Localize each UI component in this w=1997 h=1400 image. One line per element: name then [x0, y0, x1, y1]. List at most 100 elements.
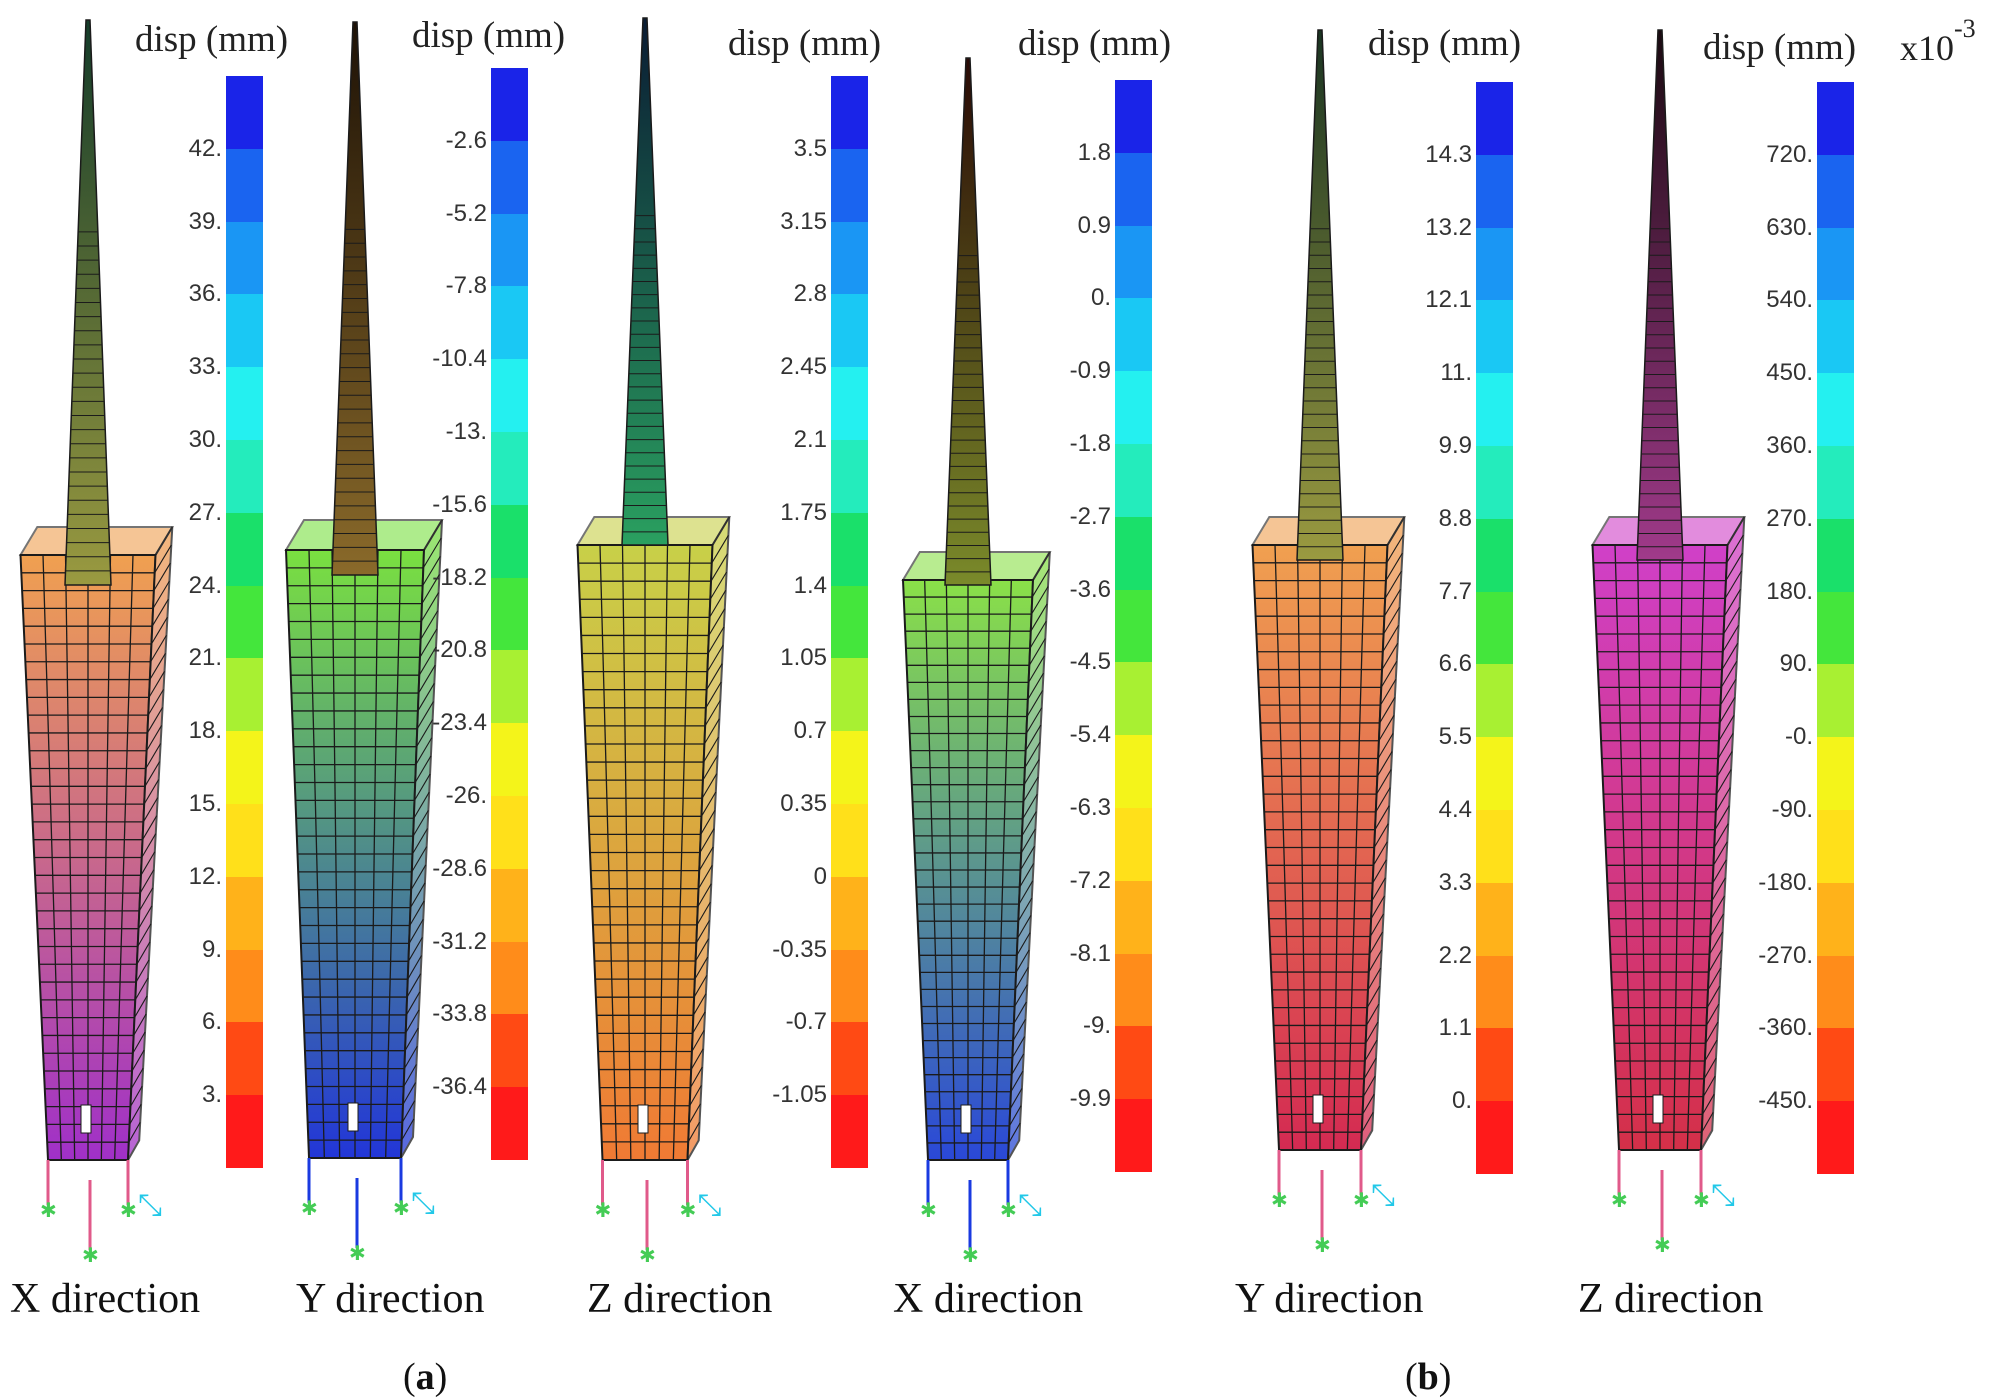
colorbar-segment — [831, 76, 868, 149]
floor-grid-line — [150, 616, 168, 645]
colorbar-tick-label: 1.75 — [780, 498, 827, 526]
colorbar-tick-label: 270. — [1766, 504, 1813, 532]
floor-grid-line — [1717, 733, 1734, 759]
colorbar-segment — [1115, 1026, 1152, 1100]
colorbar-tick-label: 0 — [813, 862, 827, 890]
colorbar-segment — [226, 731, 263, 804]
floor-grid-line — [702, 755, 719, 781]
colorbar-tick-label: 180. — [1766, 577, 1813, 605]
floor-grid-line — [1029, 620, 1047, 649]
floor-grid-line — [1031, 586, 1049, 615]
floor-grid-line — [1709, 913, 1725, 937]
colorbar-tick-label: 18. — [188, 717, 222, 745]
colorbar-segment — [1115, 1099, 1152, 1172]
colorbar-tick-label: 1.8 — [1077, 138, 1111, 166]
colorbar-tick-label: 630. — [1766, 213, 1813, 241]
colorbar-segment — [1817, 1101, 1854, 1174]
floor-grid-line — [1726, 534, 1744, 564]
floor-grid-line — [703, 718, 720, 745]
floor-grid-line — [1362, 1076, 1376, 1097]
floor-grid-line — [1372, 841, 1388, 866]
column-grid-line — [369, 549, 379, 1159]
support-marker: ✱ — [40, 1198, 57, 1222]
floor-grid-line — [1025, 724, 1042, 751]
colorbar-segment — [491, 577, 528, 651]
colorbar-segment — [1817, 664, 1854, 738]
floor-grid-line — [1702, 1094, 1715, 1115]
column-grid-line — [658, 544, 669, 1161]
floor-grid-line — [1364, 1039, 1378, 1062]
floor-grid-line — [1379, 697, 1396, 724]
colorbar-segment — [1476, 809, 1513, 883]
colorbar-segment — [226, 221, 263, 295]
floor-grid-line — [404, 1027, 419, 1051]
floor-grid-line — [704, 700, 721, 727]
colorbar-tick-label: 33. — [188, 353, 222, 381]
floor-grid-line — [1715, 787, 1731, 813]
colorbar-tick-label: -31.2 — [432, 927, 487, 955]
colorbar-segment — [1115, 953, 1152, 1027]
floor-grid-line — [689, 1066, 703, 1088]
colorbar-segment — [1115, 807, 1152, 881]
floor-grid-line — [1720, 679, 1737, 706]
floor-grid-line — [1712, 841, 1728, 866]
floor-grid-line — [409, 882, 426, 908]
colorbar-segment — [226, 658, 263, 732]
axis-triad-icon: ⤡ — [1018, 1188, 1042, 1223]
floor-grid-line — [1024, 742, 1041, 768]
floor-grid-line — [136, 941, 151, 965]
floor-grid-line — [1376, 769, 1392, 795]
support-marker: ✱ — [1611, 1188, 1628, 1212]
floor-grid-line — [1373, 823, 1389, 848]
colorbar-tick-label: 12. — [188, 862, 222, 890]
floor-grid-line — [1369, 931, 1384, 955]
colorbar-segment — [491, 1087, 528, 1160]
legend-title: disp (mm) — [1018, 23, 1172, 64]
colorbar-b-y — [1476, 82, 1513, 1174]
floor-grid-line — [1027, 672, 1044, 700]
colorbar-segment — [1476, 1101, 1513, 1174]
floor-grid-line — [708, 608, 726, 636]
floor-grid-line — [139, 869, 155, 894]
floor-grid-line — [1014, 967, 1029, 990]
colorbar-tick-label: 360. — [1766, 432, 1813, 459]
colorbar-tick-label: -9. — [1082, 1012, 1111, 1040]
colorbar-segment — [831, 221, 868, 295]
floor-grid-line — [421, 574, 440, 604]
floor-grid-line — [699, 828, 715, 853]
support-marker: ✱ — [680, 1198, 697, 1222]
floor-grid-line — [1384, 570, 1402, 599]
panel-b-x: ✱ ✱ ✱ ⤡ disp (mm) -9.9 -9. -8.1 -7.2 -6.3 -5.4 -4… — [893, 23, 1172, 1322]
floor-grid-line — [1367, 967, 1382, 991]
floor-grid-line — [690, 1048, 704, 1070]
column-grid-line — [64, 554, 76, 1161]
floor-grid-line — [420, 592, 440, 622]
colorbar-tick-label: -0.7 — [785, 1008, 827, 1036]
floor-grid-line — [1725, 552, 1743, 581]
floor-grid-line — [1724, 570, 1742, 599]
colorbar-segment — [226, 76, 263, 149]
colorbar-tick-label: -23.4 — [432, 709, 487, 737]
colorbar-segment — [1817, 445, 1854, 519]
colorbar-tick-label: 0. — [1090, 284, 1111, 312]
floor-grid-line — [711, 535, 729, 564]
support-marker: ✱ — [639, 1243, 656, 1267]
floor-grid-line — [416, 719, 434, 747]
column-grid-line — [385, 549, 402, 1159]
floor-grid-line — [128, 1122, 141, 1143]
colorbar-segment — [491, 650, 528, 724]
floor-grid-line — [694, 956, 709, 980]
colorbar-a-z — [831, 76, 868, 1168]
floor-grid-line — [1363, 1057, 1377, 1080]
colorbar-tick-label: 15. — [188, 790, 222, 817]
floor-grid-line — [706, 645, 724, 672]
colorbar-segment — [1115, 589, 1152, 663]
floor-grid-line — [1383, 588, 1401, 617]
floor-grid-line — [1018, 880, 1034, 905]
axis-triad-icon: ⤡ — [698, 1188, 722, 1223]
floor-grid-line — [143, 779, 160, 805]
legend-title: disp (mm) — [1703, 27, 1857, 68]
floor-grid-line — [1711, 877, 1726, 902]
floor-grid-line — [1716, 769, 1732, 795]
